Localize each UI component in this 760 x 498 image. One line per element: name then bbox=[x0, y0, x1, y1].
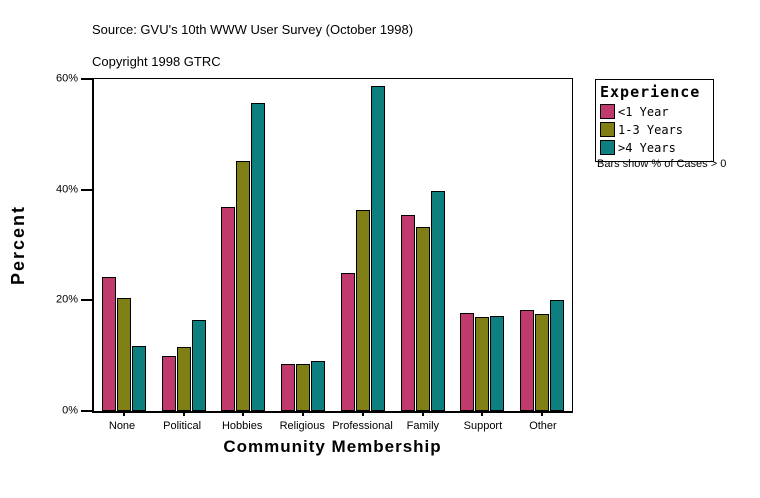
bar bbox=[340, 272, 355, 411]
x-tick-label: Professional bbox=[332, 420, 393, 432]
bar-group-political bbox=[154, 79, 214, 411]
bar bbox=[116, 298, 131, 411]
legend-box: Experience <1 Year 1-3 Years >4 Years bbox=[595, 79, 714, 162]
bar bbox=[475, 316, 490, 411]
x-tick-mark bbox=[182, 411, 185, 416]
bar bbox=[430, 191, 445, 411]
y-tick-mark bbox=[81, 78, 93, 80]
bar bbox=[550, 300, 565, 411]
legend-swatch bbox=[600, 122, 615, 137]
legend-swatch bbox=[600, 140, 615, 155]
bar bbox=[415, 227, 430, 411]
legend-swatch bbox=[600, 104, 615, 119]
legend-entry-label: >4 Years bbox=[618, 140, 676, 155]
legend-entry-label: <1 Year bbox=[618, 104, 669, 119]
legend-entry: >4 Years bbox=[600, 140, 709, 155]
bar bbox=[221, 207, 236, 411]
bar bbox=[535, 313, 550, 411]
source-text: Source: GVU's 10th WWW User Survey (Octo… bbox=[92, 22, 414, 37]
y-tick-label: 40% bbox=[55, 183, 78, 196]
bar bbox=[176, 347, 191, 411]
x-tick-mark bbox=[421, 411, 424, 416]
y-tick-mark bbox=[81, 299, 93, 302]
bar bbox=[311, 361, 326, 411]
bar bbox=[236, 160, 251, 411]
y-tick-mark bbox=[81, 188, 93, 191]
bar bbox=[400, 214, 415, 411]
bar bbox=[490, 316, 505, 411]
x-tick-mark bbox=[541, 411, 544, 416]
y-tick-label: 20% bbox=[55, 293, 78, 306]
bar bbox=[281, 363, 296, 411]
y-tick-label: 60% bbox=[55, 72, 78, 85]
bar-group-religious bbox=[273, 79, 333, 411]
bar bbox=[101, 277, 116, 411]
y-tick-mark bbox=[81, 410, 93, 412]
y-axis-title-text: Percent bbox=[8, 205, 28, 286]
x-axis-labels: None Political Hobbies Religious Professiona… bbox=[92, 420, 573, 432]
legend-title: Experience bbox=[600, 83, 701, 101]
x-tick-mark bbox=[361, 411, 364, 416]
bar bbox=[520, 310, 535, 411]
legend-entry: <1 Year bbox=[600, 104, 709, 119]
plot-area: 0% 20% 40% 60% bbox=[56, 73, 573, 416]
bar-group-other bbox=[512, 79, 572, 411]
x-tick-mark bbox=[481, 411, 484, 416]
x-tick-label: None bbox=[108, 420, 136, 432]
bar-group-hobbies bbox=[214, 79, 274, 411]
legend-entry-label: 1-3 Years bbox=[618, 122, 684, 137]
bar bbox=[355, 210, 370, 411]
legend-note: Bars show % of Cases > 0 bbox=[597, 158, 727, 170]
bar bbox=[131, 346, 146, 411]
x-tick-mark bbox=[302, 411, 305, 416]
x-tick-label: Other bbox=[529, 420, 557, 432]
x-tick-label: Hobbies bbox=[221, 420, 263, 432]
bar bbox=[460, 313, 475, 411]
x-axis-title: Community Membership bbox=[223, 437, 442, 456]
bar-groups bbox=[94, 79, 572, 411]
bar-group-none bbox=[94, 79, 154, 411]
y-axis-title: Percent bbox=[8, 78, 29, 413]
bar bbox=[251, 102, 266, 411]
x-tick-label: Family bbox=[406, 420, 440, 432]
legend-entry: 1-3 Years bbox=[600, 122, 709, 137]
bar-group-support bbox=[453, 79, 513, 411]
bar bbox=[161, 356, 176, 411]
legend-entries: <1 Year 1-3 Years >4 Years bbox=[600, 104, 709, 155]
bar bbox=[370, 85, 385, 411]
bar bbox=[191, 320, 206, 411]
x-tick-mark bbox=[242, 411, 245, 416]
copyright-text: Copyright 1998 GTRC bbox=[92, 54, 221, 69]
x-tick-label: Political bbox=[163, 420, 202, 432]
x-tick-label: Support bbox=[463, 420, 503, 432]
bar-group-family bbox=[393, 79, 453, 411]
y-tick-label: 0% bbox=[62, 404, 78, 417]
bar bbox=[296, 363, 311, 411]
x-tick-mark bbox=[122, 411, 125, 416]
bar-group-professional bbox=[333, 79, 393, 411]
x-tick-label: Religious bbox=[279, 420, 325, 432]
